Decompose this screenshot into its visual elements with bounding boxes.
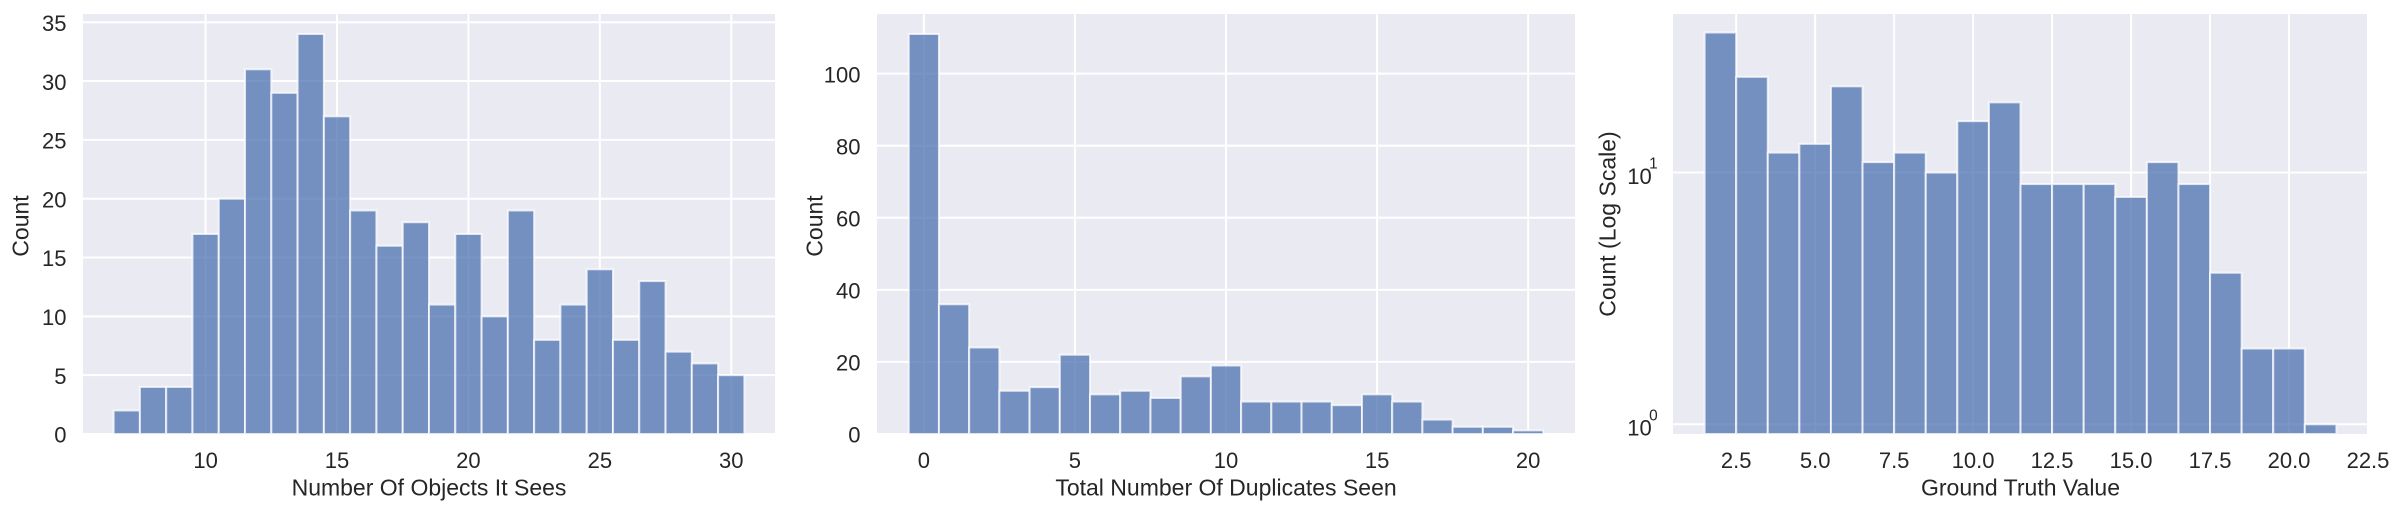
svg-text:100: 100 (824, 62, 861, 87)
svg-text:2.5: 2.5 (1721, 448, 1752, 473)
svg-text:15: 15 (325, 448, 349, 473)
svg-text:10: 10 (42, 305, 66, 330)
svg-text:Count: Count (8, 195, 34, 257)
svg-text:20: 20 (456, 448, 480, 473)
svg-text:Count: Count (802, 195, 828, 257)
svg-text:12.5: 12.5 (2031, 448, 2074, 473)
svg-text:20: 20 (836, 351, 860, 376)
svg-text:30: 30 (719, 448, 743, 473)
svg-text:Ground Truth Value: Ground Truth Value (1921, 475, 2120, 501)
svg-text:20: 20 (1516, 448, 1540, 473)
svg-text:30: 30 (42, 70, 66, 95)
svg-text:15: 15 (42, 246, 66, 271)
svg-text:60: 60 (836, 206, 860, 231)
svg-text:35: 35 (42, 11, 66, 36)
svg-text:25: 25 (42, 129, 66, 154)
svg-text:Total Number Of Duplicates See: Total Number Of Duplicates Seen (1055, 475, 1396, 501)
svg-text:25: 25 (588, 448, 612, 473)
svg-text:22.5: 22.5 (2347, 448, 2390, 473)
svg-text:0: 0 (54, 423, 66, 448)
svg-text:10: 10 (1214, 448, 1238, 473)
svg-text:10.0: 10.0 (1952, 448, 1995, 473)
svg-text:15.0: 15.0 (2110, 448, 2153, 473)
svg-text:40: 40 (836, 279, 860, 304)
svg-text:Number Of Objects It Sees: Number Of Objects It Sees (292, 475, 567, 501)
svg-text:10: 10 (193, 448, 217, 473)
svg-text:7.5: 7.5 (1879, 448, 1910, 473)
svg-text:Count (Log Scale): Count (Log Scale) (1595, 131, 1621, 316)
svg-text:0: 0 (1649, 407, 1658, 424)
svg-text:10: 10 (1627, 416, 1651, 441)
svg-text:10: 10 (1627, 164, 1651, 189)
svg-text:0: 0 (848, 423, 860, 448)
svg-text:5.0: 5.0 (1800, 448, 1831, 473)
svg-text:5: 5 (54, 364, 66, 389)
svg-text:15: 15 (1365, 448, 1389, 473)
svg-text:0: 0 (918, 448, 930, 473)
svg-text:80: 80 (836, 134, 860, 159)
svg-text:20.0: 20.0 (2268, 448, 2311, 473)
svg-text:20: 20 (42, 187, 66, 212)
svg-text:5: 5 (1069, 448, 1081, 473)
svg-text:1: 1 (1649, 156, 1658, 173)
svg-text:17.5: 17.5 (2189, 448, 2232, 473)
